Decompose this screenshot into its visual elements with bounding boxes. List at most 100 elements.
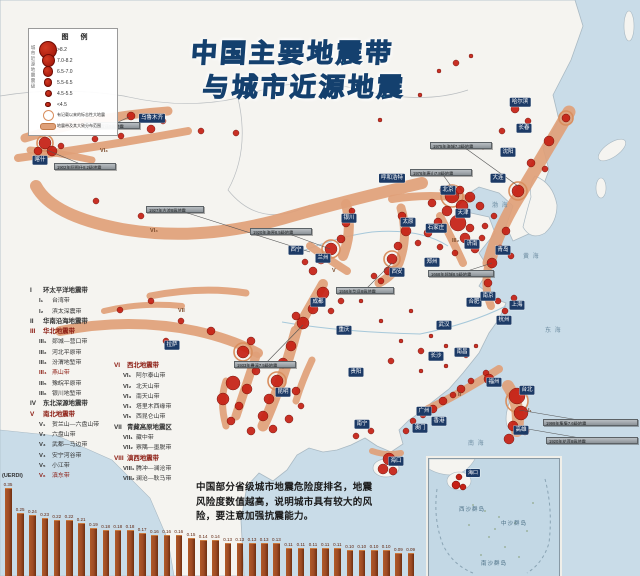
zone-name: 武都—马边带 <box>52 442 88 449</box>
earthquake-dot <box>263 393 275 405</box>
zone-id: II <box>30 317 34 325</box>
zone-list-item: III₄ 燕山带 <box>30 368 99 378</box>
city-label: 济南 <box>464 239 480 249</box>
earthquake-dot <box>464 191 476 203</box>
city-label: 天津 <box>455 208 471 218</box>
earthquake-dot <box>455 185 465 195</box>
zone-id: VII₂ <box>123 445 133 452</box>
city-label: 长春 <box>516 123 532 133</box>
belt-id-label: II <box>458 392 462 398</box>
zone-id: VI₁ <box>123 373 132 380</box>
zone-id: III₃ <box>39 360 47 367</box>
earthquake-dot <box>449 214 467 232</box>
city-label: 杭州 <box>496 315 512 325</box>
nine-dash-line <box>435 488 474 574</box>
japan-island <box>597 138 627 162</box>
risk-bar <box>163 535 171 576</box>
earthquake-dot <box>257 410 269 422</box>
earthquake-dot <box>428 333 434 339</box>
legend-axis-label: 城市近源地震震级 <box>31 45 36 89</box>
earthquake-callout: 1927年古浪8级地震 <box>146 206 204 213</box>
magnitude-dot <box>41 54 55 67</box>
risk-bar <box>139 532 146 576</box>
zone-name: 东北深源地震带 <box>43 400 88 408</box>
earthquake-dot <box>297 402 305 410</box>
risk-bar <box>236 542 244 576</box>
zone-list-item: I₂ 滨太深震带 <box>30 307 99 317</box>
city-label: 台北 <box>519 385 535 395</box>
earthquake-dot <box>398 338 404 344</box>
risk-bar-value: 0.16 <box>174 529 184 535</box>
risk-bar <box>66 520 73 576</box>
risk-bar <box>78 522 85 576</box>
risk-bar-value: 0.35 <box>3 482 13 488</box>
risk-bar-value: 0.22 <box>52 514 62 520</box>
earthquake-dot <box>296 316 310 330</box>
zone-name: 小江带 <box>52 463 70 470</box>
risk-bar <box>53 520 61 576</box>
earthquake-dot <box>467 377 475 385</box>
major-earthquake-ring <box>321 239 341 259</box>
zone-list-item: VIII₁ 腾冲—澜沧带 <box>114 464 172 474</box>
seismic-belt <box>338 199 354 261</box>
city-label: 成都 <box>310 297 326 307</box>
risk-bar-value: 0.18 <box>125 524 135 530</box>
legend-belt-label: 地震带及其大致分布范围 <box>57 123 101 129</box>
city-label: 福州 <box>486 377 502 387</box>
earthquake-dot <box>270 374 284 388</box>
seismic-belt <box>436 212 467 267</box>
risk-bar-value: 0.10 <box>357 544 367 550</box>
major-earthquake-ring <box>383 250 401 268</box>
zone-list-item: VIII 滇西地震带 <box>114 454 172 464</box>
zone-list-item: III₅ 豫皖平原带 <box>30 379 99 389</box>
risk-bar-value: 0.09 <box>394 546 403 552</box>
city-label: 拉萨 <box>164 340 180 350</box>
inset-map <box>429 459 559 576</box>
earthquake-dot <box>452 59 460 67</box>
risk-bar <box>383 550 390 576</box>
earthquake-dot <box>483 278 493 288</box>
city-label: 西宁 <box>288 245 304 255</box>
earthquake-dot <box>336 234 346 244</box>
city-label: 喀什 <box>32 155 48 165</box>
zone-id: I₁ <box>39 298 44 305</box>
earthquake-dot <box>436 243 444 251</box>
callout-lead-line <box>460 144 519 187</box>
earthquake-dot <box>503 433 515 445</box>
city-label: 呼和浩特 <box>378 173 406 183</box>
earthquake-callout: 1976年唐山7.8级地震 <box>410 169 472 176</box>
zone-name: 澜沧—耿马带 <box>136 476 172 483</box>
magnitude-range-label: >8.2 <box>57 46 67 53</box>
seismic-belt <box>146 286 250 300</box>
zone-id: VI₅ <box>123 414 132 421</box>
zone-id: V₄ <box>39 452 46 459</box>
zone-list-item: V₃ 武都—马边带 <box>30 440 99 450</box>
earthquake-dot <box>301 258 309 266</box>
japan-island <box>595 177 607 199</box>
risk-bar-value: 0.25 <box>15 507 25 512</box>
zone-id: IV <box>30 400 37 408</box>
earthquake-dot <box>117 132 125 140</box>
earthquake-dot <box>387 357 395 365</box>
zone-name: 六盘山带 <box>52 432 76 439</box>
zone-list-item: III₁ 郯城—营口带 <box>30 337 99 347</box>
risk-ranking-caption: 中国部分省级城市地震危险度排名，地震风险度数值越高，说明城市具有较大的风险，要注… <box>196 482 373 523</box>
legend-box: 图 例 城市近源地震震级 >8.2 7.0-8.2 6.5-7.0 5.5-6.5 4.… <box>28 28 118 136</box>
zone-list-item: I 环太平洋地震带 <box>30 286 99 296</box>
earthquake-dot <box>137 212 145 220</box>
earthquake-dot <box>438 396 448 406</box>
earthquake-dot <box>414 239 422 247</box>
islet-dot <box>472 504 474 506</box>
belt-id-label: VI₃ <box>100 148 108 154</box>
risk-bar-value: 0.18 <box>113 524 123 530</box>
city-label: 南昌 <box>454 347 470 357</box>
islet-dot <box>468 524 470 526</box>
risk-bar-value: 0.24 <box>28 509 37 515</box>
earthquake-dot <box>358 298 364 304</box>
earthquake-dot <box>38 136 52 150</box>
risk-bar-value: 0.19 <box>89 521 98 527</box>
legend-title: 图 例 <box>61 34 93 41</box>
zone-list-item: III₂ 河北平原带 <box>30 348 99 358</box>
city-label: 长沙 <box>428 351 444 361</box>
earthquake-dot <box>377 277 385 285</box>
